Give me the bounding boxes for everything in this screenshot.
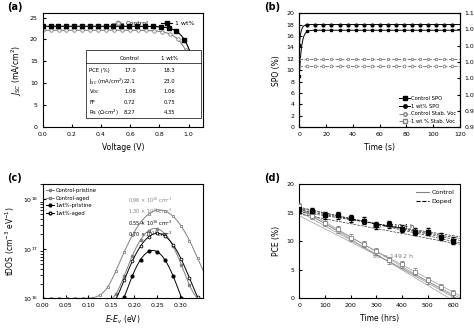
Text: 23.0: 23.0 — [164, 79, 175, 84]
Legend: Control SPO, 1 wt% SPO, Control Stab. Voc, 1 wt % Stab. Voc: Control SPO, 1 wt% SPO, Control Stab. Vo… — [397, 94, 459, 126]
Text: FF: FF — [89, 100, 95, 105]
Text: t$_{80}$ = 410.4 h: t$_{80}$ = 410.4 h — [372, 222, 414, 231]
Text: 1.06: 1.06 — [163, 89, 175, 94]
Text: 0.75: 0.75 — [163, 100, 175, 105]
Text: 1.30 $\times$ 10$^{16}$ cm$^{-3}$: 1.30 $\times$ 10$^{16}$ cm$^{-3}$ — [128, 207, 172, 216]
Text: Control: Control — [120, 56, 140, 61]
Text: 22.1: 22.1 — [124, 79, 136, 84]
Y-axis label: $J_{SC}$ (mA/cm$^{2}$): $J_{SC}$ (mA/cm$^{2}$) — [10, 45, 24, 96]
Text: (a): (a) — [8, 2, 23, 12]
Text: 0.96 $\times$ 10$^{16}$ cm$^{-3}$: 0.96 $\times$ 10$^{16}$ cm$^{-3}$ — [128, 196, 172, 205]
Text: Rs ($\Omega$·cm$^2$): Rs ($\Omega$·cm$^2$) — [89, 108, 119, 118]
Text: J$_{SC}$ (mA/cm$^2$): J$_{SC}$ (mA/cm$^2$) — [89, 76, 125, 87]
Bar — [86, 50, 201, 118]
Text: 0.55 $\times$ 10$^{16}$ cm$^{-3}$: 0.55 $\times$ 10$^{16}$ cm$^{-3}$ — [128, 218, 172, 228]
Y-axis label: tDOS (cm$^{-3}$ eV$^{-1}$): tDOS (cm$^{-3}$ eV$^{-1}$) — [4, 207, 17, 276]
X-axis label: Voltage (V): Voltage (V) — [101, 143, 144, 152]
Text: 0.70 $\times$ 10$^{16}$ cm$^{-3}$: 0.70 $\times$ 10$^{16}$ cm$^{-3}$ — [128, 230, 172, 239]
X-axis label: Time (s): Time (s) — [364, 143, 395, 152]
X-axis label: $E$-$E_v$ (eV): $E$-$E_v$ (eV) — [105, 314, 141, 326]
Text: 0.72: 0.72 — [124, 100, 136, 105]
X-axis label: Time (hrs): Time (hrs) — [360, 314, 399, 323]
Text: (c): (c) — [8, 173, 22, 183]
Legend: Control, Doped: Control, Doped — [414, 188, 456, 206]
Text: 17.0: 17.0 — [124, 68, 136, 73]
Text: (d): (d) — [264, 173, 280, 183]
Y-axis label: SPO (%): SPO (%) — [272, 55, 281, 86]
Text: (b): (b) — [264, 2, 280, 12]
Text: 8.27: 8.27 — [124, 111, 136, 115]
Text: 1.06: 1.06 — [124, 89, 136, 94]
Text: V$_{OC}$: V$_{OC}$ — [89, 88, 100, 96]
Text: PCE (%): PCE (%) — [89, 68, 110, 73]
Text: 4.35: 4.35 — [164, 111, 175, 115]
Text: 18.3: 18.3 — [164, 68, 175, 73]
Text: 1 wt%: 1 wt% — [161, 56, 178, 61]
Legend: Control-pristine, Control-aged, 1wt%-pristine, 1wt%-aged: Control-pristine, Control-aged, 1wt%-pri… — [44, 186, 99, 218]
Y-axis label: PCE (%): PCE (%) — [272, 226, 281, 256]
Text: t$_{80}$ = 149.2 h: t$_{80}$ = 149.2 h — [372, 253, 414, 261]
Legend: Control, 1 wt%: Control, 1 wt% — [109, 18, 197, 29]
